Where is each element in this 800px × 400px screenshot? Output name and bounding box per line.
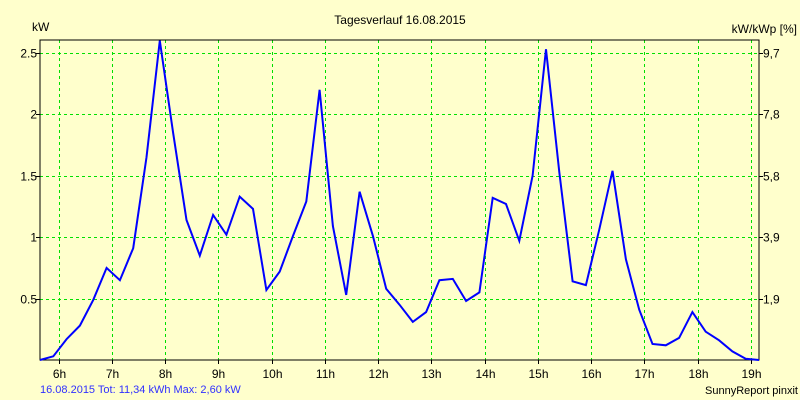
footer-summary: 16.08.2015 Tot: 11,34 kWh Max: 2,60 kW bbox=[40, 384, 241, 396]
x-tick-label: 16h bbox=[581, 367, 601, 381]
y-tick-label-right: 1,9 bbox=[763, 293, 780, 307]
x-tick-label: 13h bbox=[421, 367, 441, 381]
chart-title: Tagesverlauf 16.08.2015 bbox=[334, 13, 466, 27]
y-tick-label-right: 5,8 bbox=[763, 170, 780, 184]
x-tick-label: 19h bbox=[741, 367, 761, 381]
series-group bbox=[39, 40, 760, 361]
y-tick-label-right: 7,8 bbox=[763, 108, 780, 122]
x-tick-label: 10h bbox=[262, 367, 282, 381]
tick-labels: 6h 7h 8h 9h 10h 11h 12h 13h 14h 15h 16h 17h 18h 19h 0.… bbox=[20, 47, 780, 382]
x-tick-label: 18h bbox=[688, 367, 708, 381]
grid-lines bbox=[36, 40, 763, 364]
x-tick-label: 7h bbox=[106, 367, 119, 381]
x-tick-label: 8h bbox=[159, 367, 172, 381]
x-tick-label: 9h bbox=[212, 367, 225, 381]
x-tick-label: 14h bbox=[475, 367, 495, 381]
y-tick-label-left: 1.5 bbox=[20, 170, 37, 184]
y-axis-label-left: kW bbox=[32, 20, 50, 34]
x-tick-label: 17h bbox=[634, 367, 654, 381]
x-tick-label: 6h bbox=[53, 367, 66, 381]
footer-credit: SunnyReport pinxit bbox=[705, 385, 798, 397]
y-tick-label-left: 1 bbox=[30, 231, 37, 245]
y-axis-label-right: kW/kWp [%] bbox=[732, 22, 797, 36]
x-tick-label: 12h bbox=[368, 367, 388, 381]
y-tick-label-right: 3,9 bbox=[763, 231, 780, 245]
y-tick-label-left: 2.5 bbox=[20, 47, 37, 61]
y-tick-label-left: 0.5 bbox=[20, 293, 37, 307]
x-tick-label: 11h bbox=[316, 367, 335, 381]
power-series-line bbox=[39, 40, 760, 361]
plot-frame bbox=[39, 39, 760, 361]
y-tick-label-right: 9,7 bbox=[763, 47, 780, 61]
x-tick-label: 15h bbox=[528, 367, 548, 381]
y-tick-label-left: 2 bbox=[30, 108, 37, 122]
